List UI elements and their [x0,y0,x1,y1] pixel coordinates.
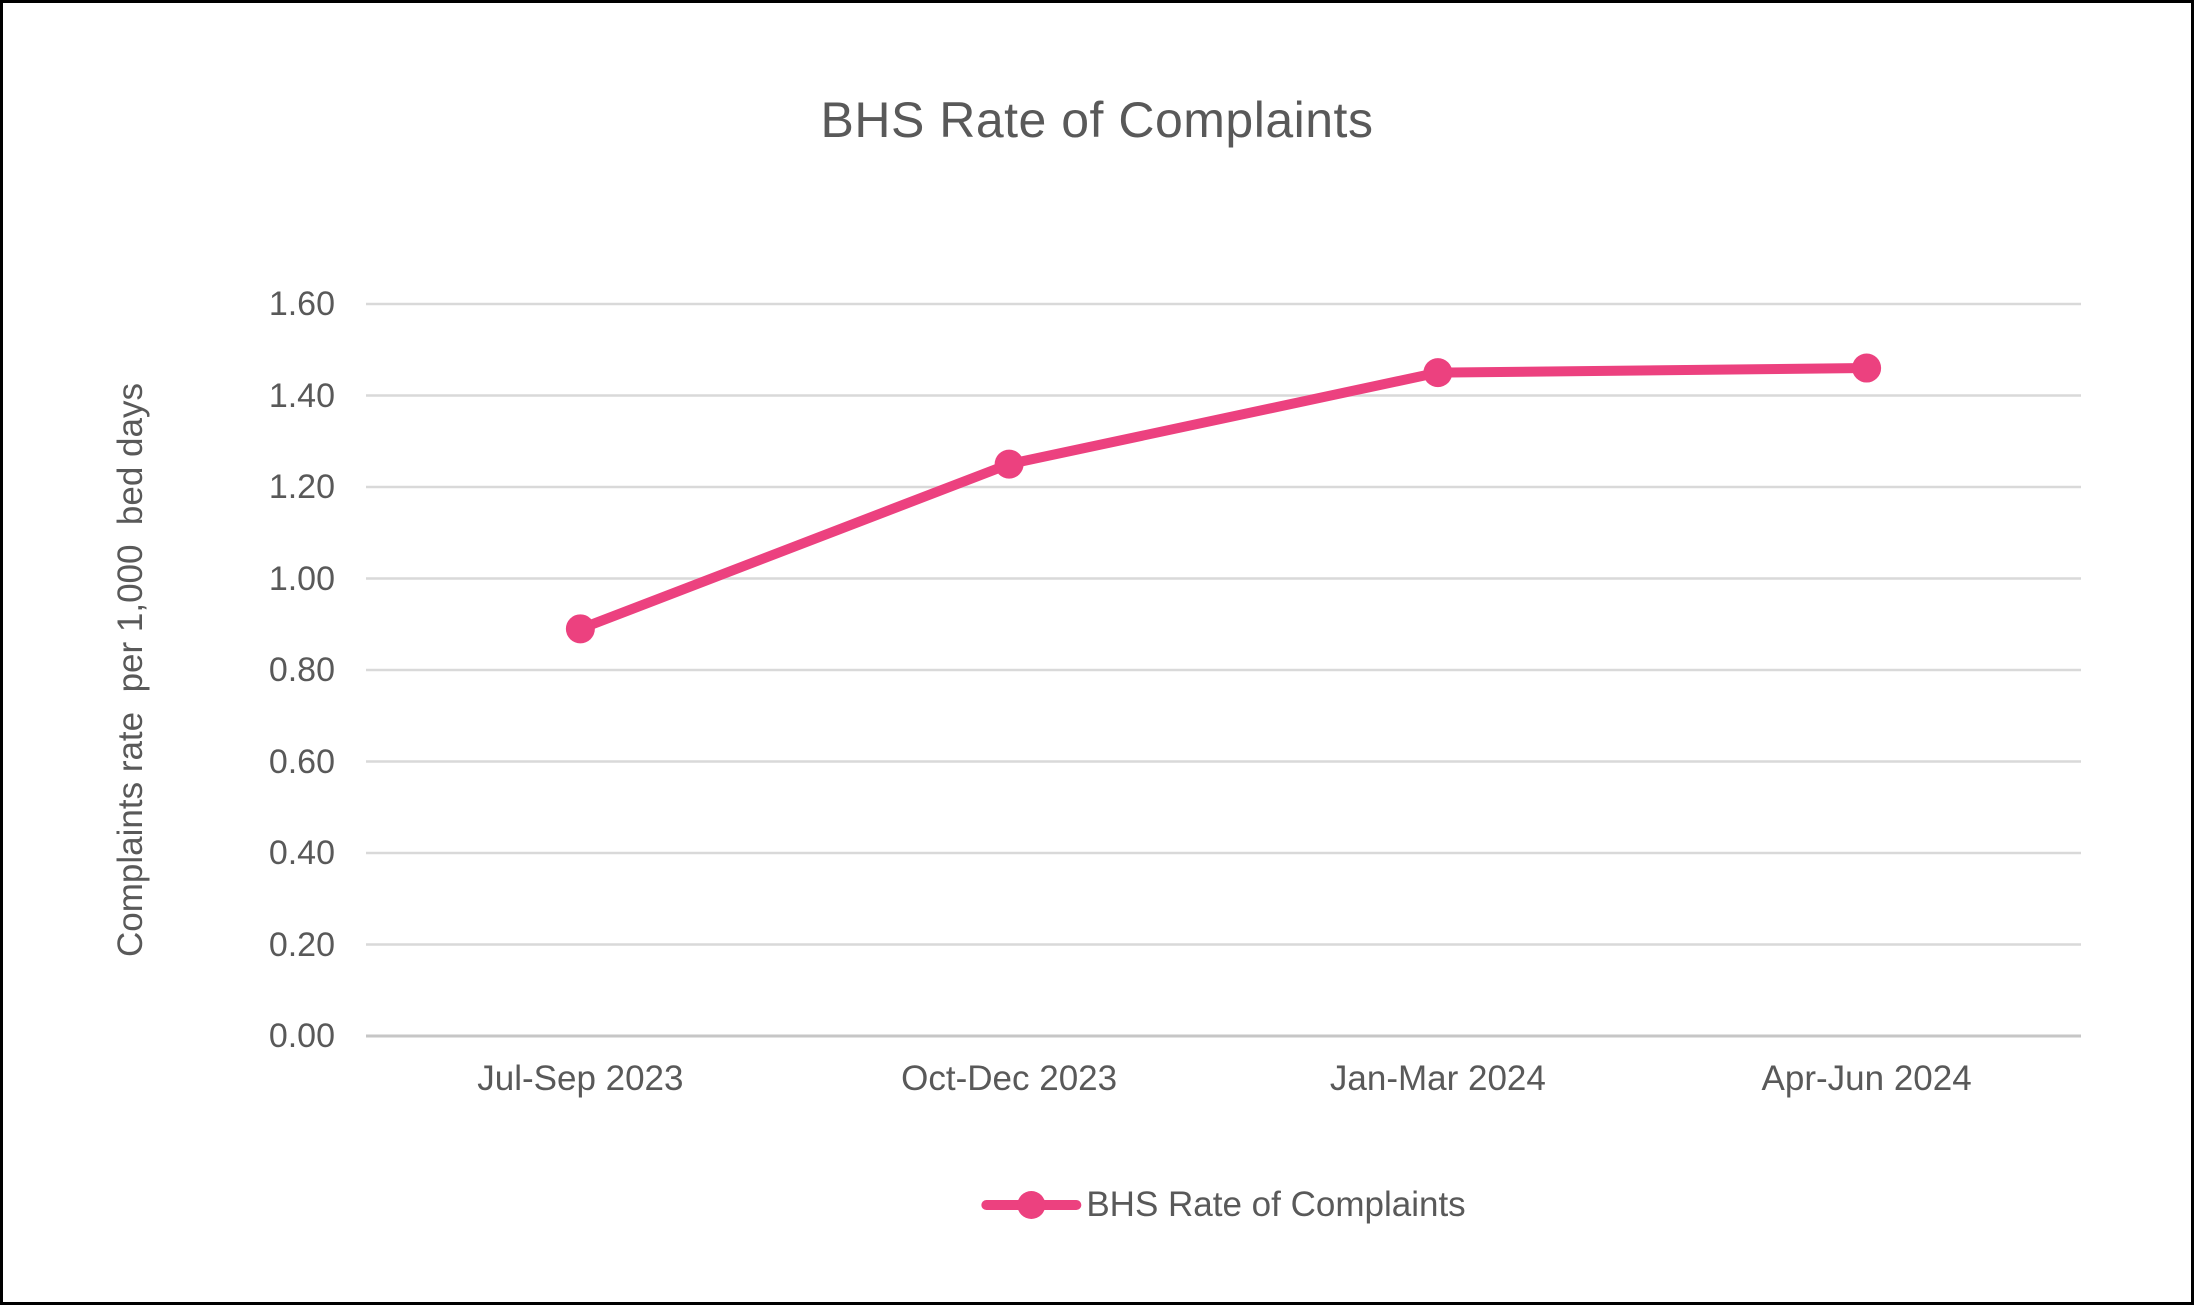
data-point-marker [565,614,595,644]
x-tick-label: Jul-Sep 2023 [477,1059,684,1098]
y-tick-label: 0.60 [268,742,335,781]
legend: BHS Rate of Complaints [980,1183,1466,1227]
x-tick-label: Jan-Mar 2024 [1329,1059,1546,1098]
y-tick-label: 1.60 [268,285,335,323]
data-point-marker [994,449,1024,479]
x-tick-label: Oct-Dec 2023 [901,1059,1118,1098]
series-line [575,363,1872,634]
data-point-marker [1423,358,1453,388]
data-point-marker [1852,353,1882,383]
legend-line-marker-icon [981,1191,1082,1219]
y-tick-label: 1.20 [268,468,335,506]
legend-label: BHS Rate of Complaints [1086,1185,1466,1224]
y-tick-label: 1.40 [268,376,335,415]
y-tick-label: 0.80 [268,651,335,689]
y-tick-label: 0.40 [268,834,335,872]
y-tick-label: 0.20 [268,925,335,964]
y-tick-label: 1.00 [268,559,335,598]
x-tick-label: Apr-Jun 2024 [1761,1059,1972,1098]
chart-title: BHS Rate of Complaints [820,92,1374,148]
plot-area [366,302,2081,1038]
y-tick-label: 0.00 [268,1017,335,1055]
